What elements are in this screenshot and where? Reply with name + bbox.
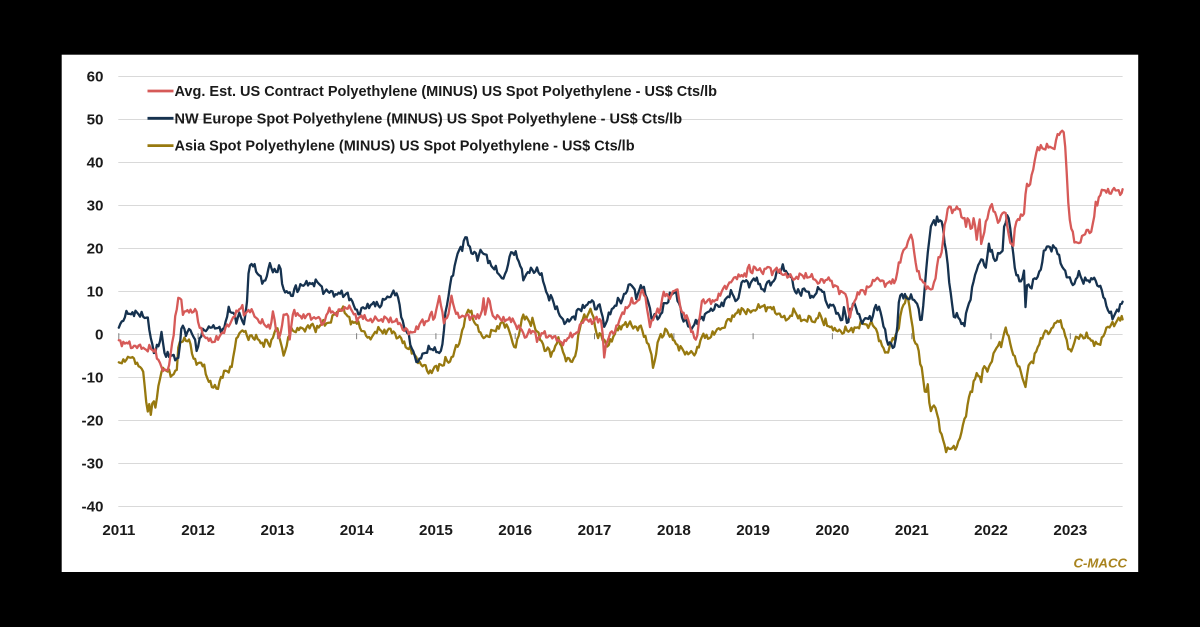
svg-text:-40: -40: [82, 499, 104, 516]
svg-text:2023: 2023: [1053, 522, 1087, 539]
svg-text:Avg. Est. US Contract Polyethy: Avg. Est. US Contract Polyethylene (MINU…: [175, 84, 718, 100]
svg-text:60: 60: [87, 69, 104, 86]
svg-text:NW Europe Spot Polyethylene (M: NW Europe Spot Polyethylene (MINUS) US S…: [175, 111, 683, 127]
svg-text:-20: -20: [82, 413, 104, 430]
svg-text:-10: -10: [82, 370, 104, 387]
svg-text:0: 0: [95, 327, 103, 344]
svg-text:2020: 2020: [816, 522, 850, 539]
svg-text:50: 50: [87, 112, 104, 129]
svg-text:2021: 2021: [895, 522, 929, 539]
svg-text:2013: 2013: [261, 522, 295, 539]
svg-text:2018: 2018: [657, 522, 691, 539]
svg-text:2011: 2011: [102, 522, 136, 539]
svg-text:2015: 2015: [419, 522, 453, 539]
svg-text:-30: -30: [82, 456, 104, 473]
svg-text:2012: 2012: [181, 522, 215, 539]
svg-text:Asia Spot Polyethylene (MINUS): Asia Spot Polyethylene (MINUS) US Spot P…: [175, 139, 635, 155]
svg-text:2019: 2019: [736, 522, 770, 539]
svg-text:20: 20: [87, 241, 104, 258]
svg-text:2016: 2016: [498, 522, 532, 539]
svg-text:C-MACC: C-MACC: [1074, 556, 1128, 571]
svg-text:10: 10: [87, 284, 104, 301]
svg-text:40: 40: [87, 155, 104, 172]
svg-text:30: 30: [87, 198, 104, 215]
svg-text:2017: 2017: [578, 522, 612, 539]
svg-text:2014: 2014: [340, 522, 374, 539]
svg-text:2022: 2022: [974, 522, 1008, 539]
